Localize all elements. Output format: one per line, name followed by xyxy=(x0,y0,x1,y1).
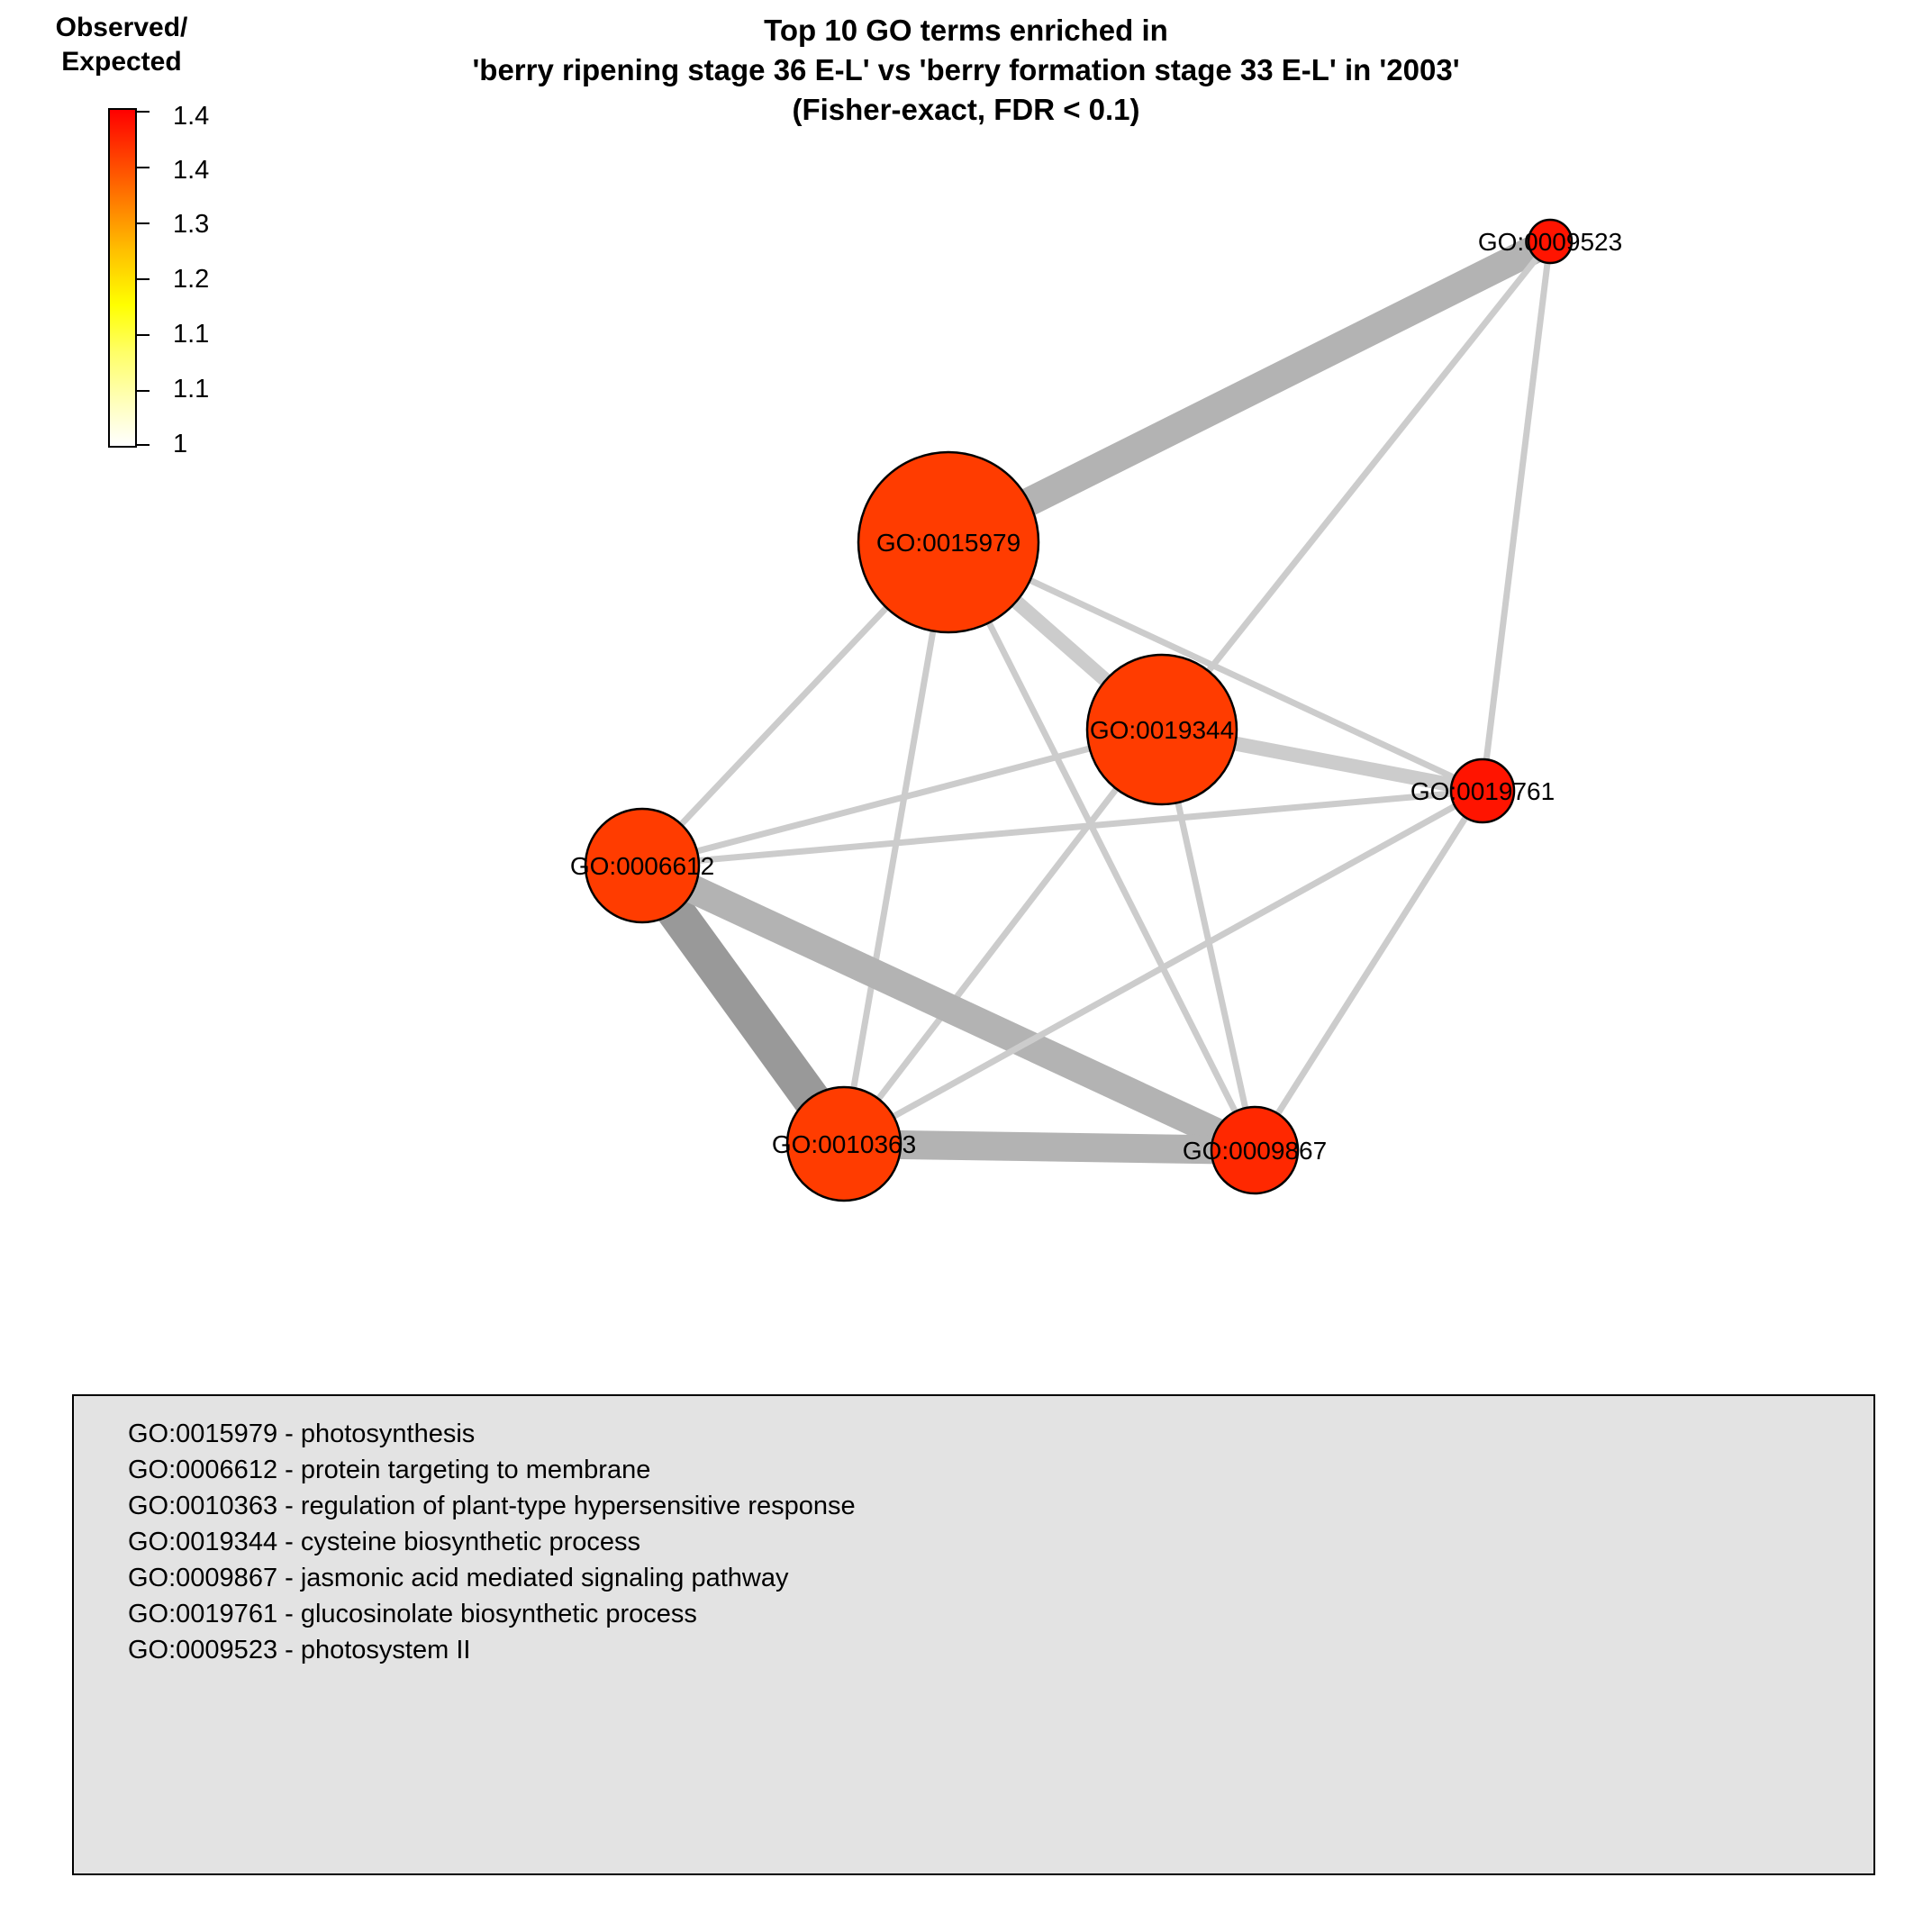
node-GO0006612 xyxy=(584,807,701,924)
go-term-legend: GO:0015979 - photosynthesis GO:0006612 -… xyxy=(72,1394,1875,1875)
node-label-GO0019344: GO:0019344 xyxy=(1090,716,1234,744)
legend-entry: GO:0010363 - regulation of plant-type hy… xyxy=(128,1492,856,1520)
legend-entry: GO:0019344 - cysteine biosynthetic proce… xyxy=(128,1528,641,1556)
legend-entry: GO:0009523 - photosystem II xyxy=(128,1636,471,1664)
node-label-GO0009867: GO:0009867 xyxy=(1183,1137,1327,1165)
edge-GO0006612-GO0019761 xyxy=(641,787,1483,869)
edge-GO0019344-GO0010363 xyxy=(841,727,1165,1147)
node-GO0010363 xyxy=(785,1085,903,1202)
color-scale-tick-label: 1.1 xyxy=(173,320,210,349)
edge-GO0010363-GO0019761 xyxy=(842,787,1484,1147)
nodes-layer: GO:0015979 GO:0019344 GO:0006612 GO:0010363… xyxy=(570,218,1622,1202)
legend-entry: GO:0015979 - photosynthesis xyxy=(128,1420,476,1448)
color-scale-tick xyxy=(137,111,150,113)
title-line-1: Top 10 GO terms enriched in xyxy=(764,14,1168,47)
color-scale-title-line-2: Expected xyxy=(61,47,182,77)
color-scale-tick xyxy=(137,444,150,446)
color-scale-bar xyxy=(108,108,137,448)
color-scale-tick xyxy=(137,390,150,392)
node-GO0015979 xyxy=(857,450,1040,634)
title-line-3: (Fisher-exact, FDR < 0.1) xyxy=(792,93,1140,126)
title-line-2: 'berry ripening stage 36 E-L' vs 'berry … xyxy=(472,53,1460,86)
edge-GO0015979-GO0009867 xyxy=(945,540,1258,1152)
go-term-network: GO:0015979 GO:0019344 GO:0006612 GO:0010363… xyxy=(570,218,1622,1202)
edge-GO0010363-GO0009867 xyxy=(843,1129,1256,1165)
color-scale-tick-label: 1.2 xyxy=(173,265,210,294)
color-scale-tick-label: 1 xyxy=(173,430,188,458)
legend-entry: GO:0006612 - protein targeting to membra… xyxy=(128,1456,651,1484)
color-scale-tick xyxy=(137,222,150,224)
color-scale-tick-label: 1.4 xyxy=(173,156,210,185)
color-scale-title: Observed/ Expected xyxy=(36,11,207,79)
color-scale-tick xyxy=(137,167,150,168)
node-label-GO0015979: GO:0015979 xyxy=(876,529,1020,557)
color-scale-tick xyxy=(137,278,150,280)
node-label-GO0019761: GO:0019761 xyxy=(1410,777,1555,805)
edge-GO0015979-GO0009523 xyxy=(941,228,1557,556)
edge-GO0019344-GO0009523 xyxy=(1159,239,1553,732)
edge-GO0009523-GO0019761 xyxy=(1479,240,1554,792)
node-label-GO0006612: GO:0006612 xyxy=(570,852,714,880)
edge-GO0006612-GO0009867 xyxy=(636,852,1261,1164)
color-scale-tick-label: 1.4 xyxy=(173,102,210,131)
color-scale-tick xyxy=(137,334,150,336)
node-label-GO0009523: GO:0009523 xyxy=(1478,228,1622,256)
node-GO0019761 xyxy=(1449,757,1516,824)
node-GO0009867 xyxy=(1210,1105,1300,1195)
edge-GO0009867-GO0019761 xyxy=(1252,789,1485,1152)
node-label-GO0010363: GO:0010363 xyxy=(772,1130,916,1158)
color-scale-title-line-1: Observed/ xyxy=(55,13,188,42)
color-scale-tick-label: 1.3 xyxy=(173,210,210,239)
chart-title: Top 10 GO terms enriched in 'berry ripen… xyxy=(0,11,1932,130)
legend-entry: GO:0009867 - jasmonic acid mediated sign… xyxy=(128,1564,789,1592)
color-scale-tick-label: 1.1 xyxy=(173,375,210,404)
edge-GO0019344-GO0006612 xyxy=(641,726,1163,869)
legend-entry: GO:0019761 - glucosinolate biosynthetic … xyxy=(128,1600,697,1628)
node-GO0019344 xyxy=(1085,653,1238,806)
node-GO0009523 xyxy=(1527,218,1574,265)
